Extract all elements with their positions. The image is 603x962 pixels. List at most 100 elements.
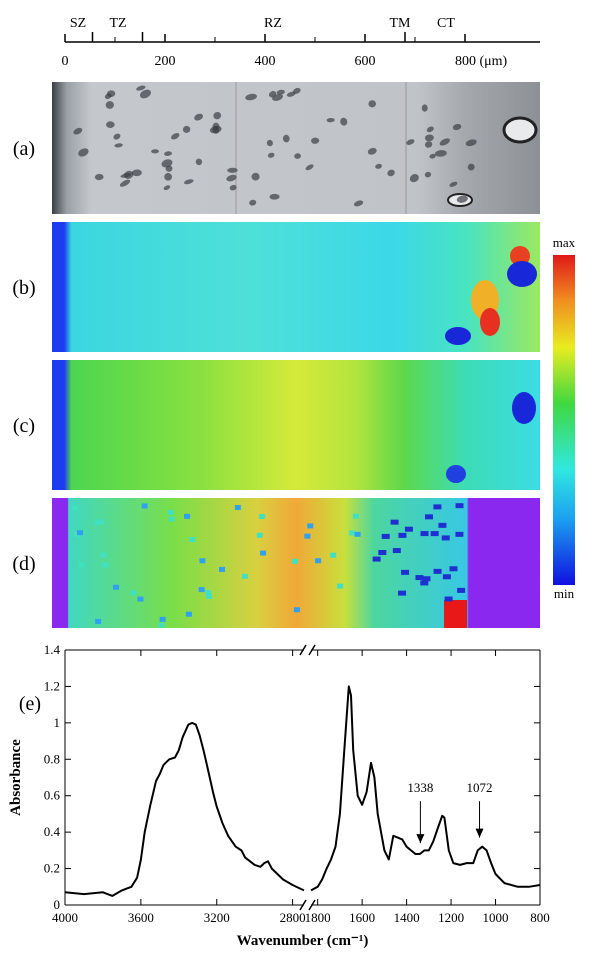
annotation-label: 1338	[407, 780, 433, 795]
axis-break	[299, 899, 307, 911]
zone-label: SZ	[70, 16, 86, 31]
micrograph-cell	[353, 200, 364, 207]
heatmap-pixel	[256, 532, 263, 538]
micrograph-cell	[368, 100, 377, 108]
heatmap-pixel	[291, 558, 298, 564]
heatmap-pixel	[307, 523, 314, 529]
y-tick-label: 0.2	[44, 861, 60, 876]
micrograph-cell	[131, 169, 142, 177]
zone-label: RZ	[264, 16, 282, 31]
micrograph-cell	[105, 101, 114, 109]
annotation-label: 1072	[467, 780, 493, 795]
x-axis-title: Wavenumber (cm⁻¹)	[237, 933, 369, 949]
x-tick-label: 1400	[394, 910, 420, 925]
heatmap-pixel	[113, 584, 120, 590]
micrograph-cell	[171, 133, 180, 140]
axis-break	[308, 899, 316, 911]
heatmap-pixel	[184, 513, 191, 519]
heatmap-pixel	[198, 587, 205, 593]
y-tick-label: 0.8	[44, 751, 60, 766]
heatmap-pixel	[137, 596, 144, 602]
micrograph-cell	[409, 174, 419, 183]
y-tick-label: 0	[54, 897, 61, 912]
heatmap-pixel	[241, 573, 248, 579]
heatmap-pixel	[378, 550, 387, 556]
heatmap-pixel	[130, 590, 137, 596]
x-tick-label: 800	[530, 910, 550, 925]
micrograph-cell	[229, 184, 237, 191]
micrograph-cell	[73, 127, 83, 135]
panel-label: (b)	[12, 277, 35, 299]
heatmap-pixel	[381, 533, 390, 539]
micrograph-cell	[293, 87, 301, 94]
heatmap-pixel	[234, 505, 241, 511]
zone-label: TZ	[109, 16, 126, 31]
scale-tick-label: 600	[355, 54, 376, 69]
micrograph-cell	[136, 85, 146, 91]
heatmap-pixel	[390, 519, 399, 525]
micrograph-feature	[502, 116, 538, 144]
x-tick-label: 3200	[204, 910, 230, 925]
heatmap-pixel	[337, 583, 344, 589]
micrograph-cell	[183, 179, 194, 185]
micrograph-cell	[449, 181, 458, 187]
heatmap-pixel	[141, 503, 148, 509]
micrograph-cell	[164, 151, 173, 156]
micrograph-cell	[194, 113, 203, 121]
micrograph-cell	[456, 195, 468, 203]
heatmap-pixel	[94, 520, 101, 526]
micrograph-cell	[465, 139, 477, 147]
heatmap-pixel	[218, 566, 225, 572]
heatmap-pixel	[455, 503, 464, 509]
heatmap-pixel	[422, 576, 431, 582]
zone-label: TM	[390, 16, 412, 31]
micrograph-cell	[209, 125, 222, 134]
heatmap-pixel	[206, 593, 213, 599]
heatmap-pixel	[398, 590, 407, 596]
heatmap-pixel	[433, 568, 442, 574]
micrograph-cell	[151, 149, 159, 154]
heatmap-feature	[510, 246, 530, 266]
micrograph-cell	[94, 173, 104, 181]
micrograph-cell	[434, 150, 447, 157]
micrograph-cell	[164, 172, 173, 181]
heatmap-pixel	[415, 575, 424, 581]
heatmap-pixel	[354, 531, 361, 537]
micrograph-cell	[311, 137, 320, 144]
scale-tick-label: 0	[62, 54, 69, 69]
heatmap-pixel	[372, 556, 381, 562]
annotation-arrowhead	[475, 828, 484, 838]
heatmap-c	[52, 360, 540, 490]
scale-tick-label: 400	[255, 54, 276, 69]
y-tick-label: 1	[54, 715, 61, 730]
micrograph-cell	[119, 179, 131, 187]
micrograph-cell	[106, 121, 115, 128]
micrograph-cell	[439, 138, 450, 146]
heatmap-pixel	[159, 616, 166, 622]
heatmap-pixel	[420, 580, 429, 586]
heatmap-pixel	[102, 562, 109, 568]
micrograph	[52, 82, 540, 214]
micrograph-cell	[452, 123, 462, 131]
panel-label: (a)	[13, 138, 35, 160]
micrograph-cell	[387, 169, 395, 177]
micrograph-cell	[424, 134, 434, 142]
micrograph-cell	[226, 174, 237, 182]
heatmap-pixel	[441, 535, 450, 541]
panel-label: (e)	[19, 693, 41, 715]
heatmap-pixel	[98, 519, 105, 525]
micrograph-cell	[267, 152, 275, 158]
micrograph-cell	[467, 163, 475, 171]
micrograph-cell	[78, 148, 89, 157]
heatmap-pixel	[424, 514, 433, 520]
micrograph-cell	[286, 91, 296, 97]
heatmap-pixel	[315, 558, 322, 564]
y-tick-label: 0.4	[44, 824, 61, 839]
x-tick-label: 3600	[128, 910, 154, 925]
micrograph-cell	[266, 139, 273, 147]
colorbar-min: min	[554, 586, 575, 601]
x-tick-label: 4000	[52, 910, 78, 925]
micrograph-cell	[195, 158, 203, 166]
heatmap-pixel	[185, 611, 192, 617]
